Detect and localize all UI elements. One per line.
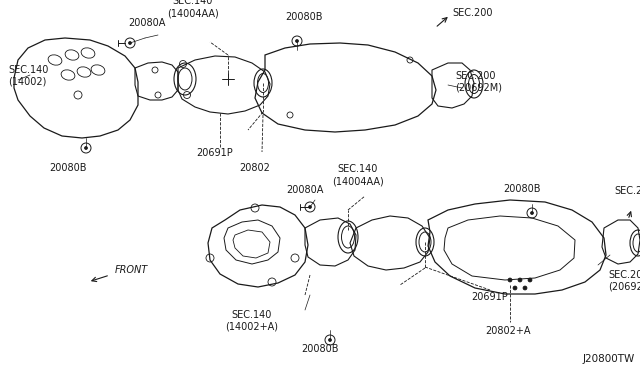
Text: SEC.200
(20692M): SEC.200 (20692M) [608, 270, 640, 292]
Circle shape [528, 278, 532, 282]
Text: 20080B: 20080B [49, 163, 87, 173]
Text: 20080B: 20080B [301, 344, 339, 354]
Text: 20080A: 20080A [286, 185, 324, 195]
Circle shape [508, 278, 512, 282]
Text: 20080A: 20080A [128, 18, 165, 28]
Circle shape [523, 286, 527, 290]
Text: SEC.200: SEC.200 [452, 8, 493, 18]
Text: 20080B: 20080B [285, 12, 323, 22]
Circle shape [308, 205, 312, 208]
Text: 20691P: 20691P [472, 292, 508, 302]
Text: 20802: 20802 [239, 163, 271, 173]
Text: 20691P: 20691P [196, 148, 234, 158]
Text: FRONT: FRONT [115, 265, 148, 275]
Circle shape [531, 212, 534, 215]
Circle shape [84, 147, 88, 150]
Circle shape [296, 39, 298, 42]
Text: 20802+A: 20802+A [485, 326, 531, 336]
Text: SEC.140
(14004AA): SEC.140 (14004AA) [332, 164, 384, 186]
Circle shape [129, 42, 131, 45]
Text: SEC.140
(14004AA): SEC.140 (14004AA) [167, 0, 219, 18]
Circle shape [513, 286, 517, 290]
Circle shape [328, 339, 332, 341]
Circle shape [518, 278, 522, 282]
Text: SEC.200
(20692M): SEC.200 (20692M) [455, 71, 502, 93]
Text: SEC.200: SEC.200 [614, 186, 640, 196]
Text: SEC.140
(14002): SEC.140 (14002) [8, 65, 49, 87]
Text: J20800TW: J20800TW [583, 354, 635, 364]
Text: 20080B: 20080B [503, 184, 541, 194]
Text: SEC.140
(14002+A): SEC.140 (14002+A) [225, 310, 278, 331]
